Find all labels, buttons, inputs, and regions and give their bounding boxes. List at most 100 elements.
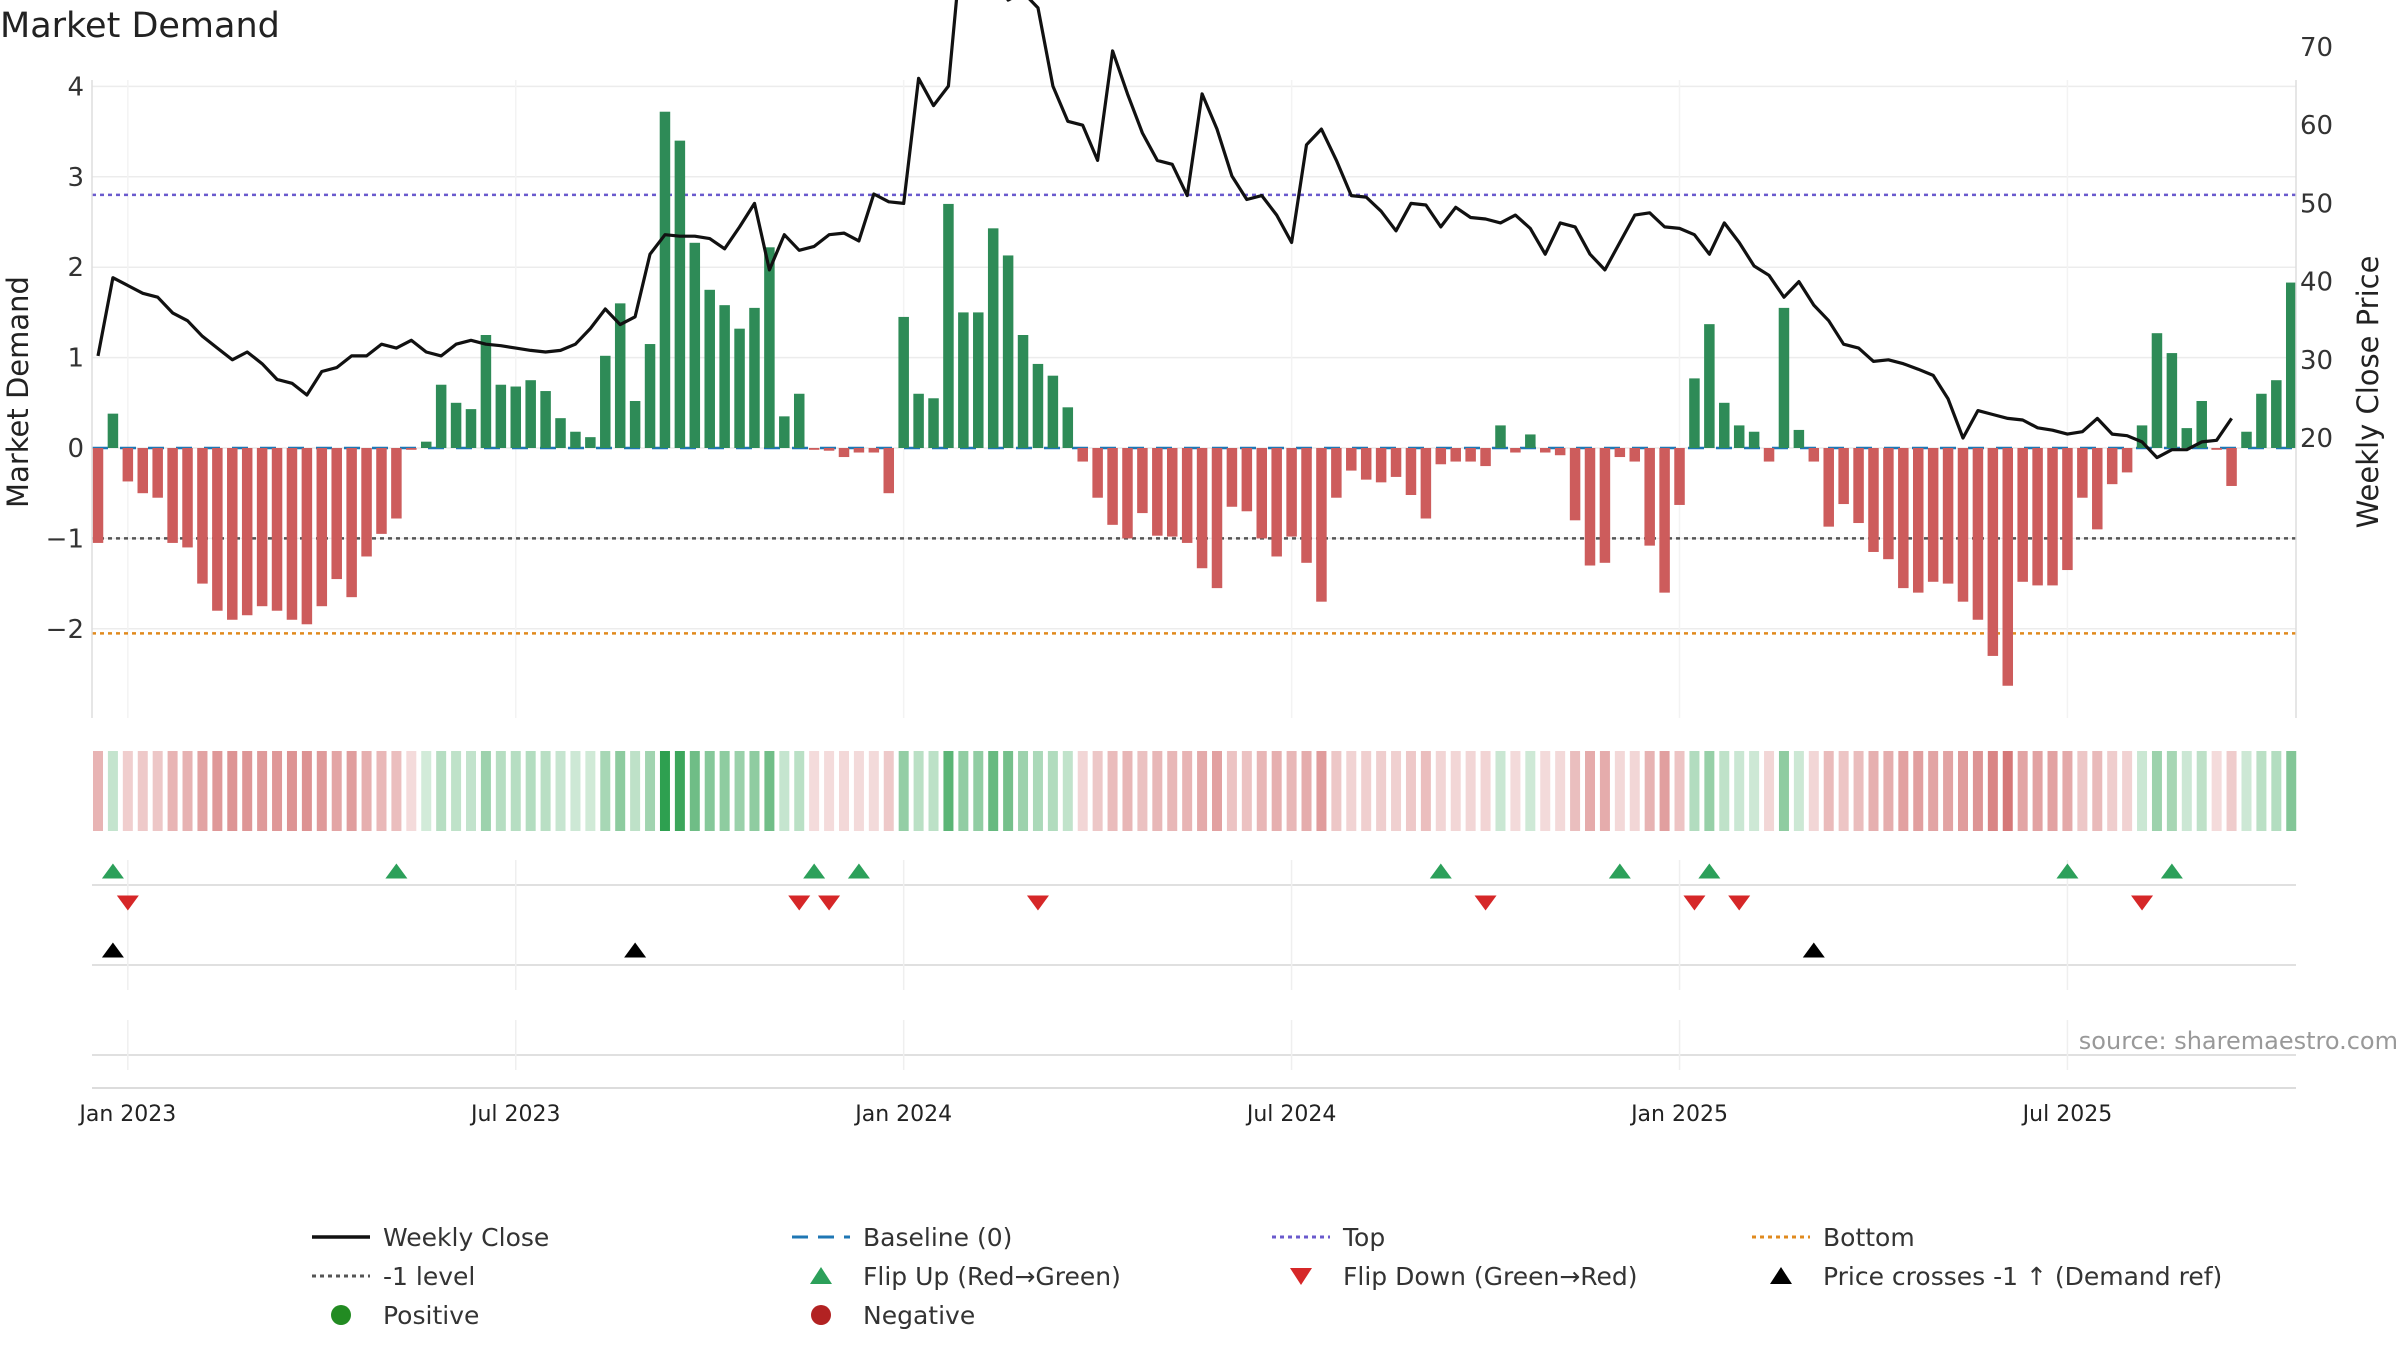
y-right-tick-label: 20 [2300, 424, 2333, 454]
demand-bar [1912, 448, 1924, 593]
heat-cell [391, 751, 402, 831]
heat-cell [2151, 751, 2162, 831]
legend-swatch [811, 1305, 831, 1325]
flip-down-marker [1728, 895, 1751, 911]
demand-bar [1390, 448, 1402, 477]
x-tick-label: Jan 2024 [853, 1102, 952, 1127]
heat-cell [1092, 751, 1103, 831]
heat-cell [1241, 751, 1252, 831]
heat-cell [540, 751, 551, 831]
heat-cell [242, 751, 253, 831]
heat-cell [1868, 751, 1879, 831]
demand-bar [1957, 448, 1969, 602]
demand-bar [2211, 448, 2222, 450]
demand-bar [1211, 448, 1223, 589]
heat-cell [2196, 751, 2207, 831]
demand-bar [1689, 378, 1700, 448]
demand-bar [958, 312, 969, 448]
heat-cell [1510, 751, 1521, 831]
y-tick-label: −1 [46, 524, 84, 554]
demand-bar [1032, 363, 1044, 448]
demand-bar [1062, 407, 1074, 448]
flip-up-marker [847, 863, 870, 879]
demand-bar [1719, 402, 1730, 448]
demand-bar [510, 386, 522, 448]
demand-bar [1778, 307, 1790, 448]
heat-cell [853, 751, 864, 831]
heat-cell [1823, 751, 1834, 831]
demand-bar [1853, 448, 1864, 524]
heat-cell [1734, 751, 1745, 831]
demand-bar [1375, 448, 1387, 483]
heat-cell [406, 751, 417, 831]
heat-cell [1689, 751, 1700, 831]
demand-bar [734, 328, 745, 448]
heat-cell [1316, 751, 1327, 831]
heat-cell [1003, 751, 1014, 831]
demand-bar [1301, 448, 1312, 563]
heat-cell [1480, 751, 1491, 831]
demand-bar [1614, 448, 1626, 458]
demand-bar [331, 448, 342, 580]
demand-bar [2196, 400, 2207, 448]
demand-bar [555, 418, 566, 448]
heat-cell [1644, 751, 1655, 831]
demand-bar [2121, 448, 2133, 473]
heat-cell [1793, 751, 1804, 831]
demand-bar [1435, 448, 1447, 465]
demand-bar [1808, 448, 1820, 462]
weekly-close-series [96, 0, 2233, 460]
demand-bar [152, 448, 163, 498]
demand-bar [749, 307, 760, 448]
demand-bar [823, 448, 835, 451]
flip-up-marker [1608, 863, 1631, 879]
demand-bars [92, 111, 2297, 686]
demand-bar [480, 335, 492, 448]
heat-cell [674, 751, 685, 831]
legend-swatch [1770, 1267, 1792, 1284]
legend-swatch [331, 1305, 351, 1325]
heat-cell [1435, 751, 1446, 831]
heat-cell [600, 751, 611, 831]
demand-bar [406, 448, 417, 450]
demand-bar [1883, 448, 1894, 560]
heat-cell [361, 751, 372, 831]
chart-title: Market Demand [0, 6, 280, 46]
demand-bar [614, 303, 626, 448]
heat-cell [704, 751, 715, 831]
demand-bar [1166, 448, 1178, 537]
demand-bar [435, 384, 447, 448]
heat-cell [1525, 751, 1536, 831]
heat-cell [167, 751, 178, 831]
heat-cell [1032, 751, 1043, 831]
heat-cell [1540, 751, 1551, 831]
heat-cell [1361, 751, 1372, 831]
heat-cell [1853, 751, 1864, 831]
weekly-close-line [96, 0, 2233, 460]
heat-cell [1226, 751, 1237, 831]
demand-bar [987, 228, 999, 448]
heat-cell [1167, 751, 1178, 831]
legend-label: Flip Up (Red→Green) [863, 1262, 1121, 1291]
heat-cell [1570, 751, 1581, 831]
heat-cell [212, 751, 223, 831]
legend-label: Top [1342, 1223, 1385, 1252]
demand-bar [1002, 255, 1014, 448]
heat-cell [272, 751, 283, 831]
demand-bar [808, 448, 820, 450]
demand-bar [868, 448, 880, 453]
demand-bar [600, 355, 611, 448]
heat-cell [734, 751, 745, 831]
demand-bar [525, 380, 536, 448]
heat-cell [122, 751, 133, 831]
demand-bar [2106, 448, 2118, 485]
demand-bar [1480, 448, 1491, 467]
x-tick-label: Jan 2023 [77, 1102, 176, 1127]
heat-cell [510, 751, 521, 831]
y-right-tick-label: 60 [2300, 111, 2333, 141]
demand-bar [107, 413, 119, 448]
legend-label: Bottom [1823, 1223, 1915, 1252]
demand-bar [1898, 448, 1909, 589]
